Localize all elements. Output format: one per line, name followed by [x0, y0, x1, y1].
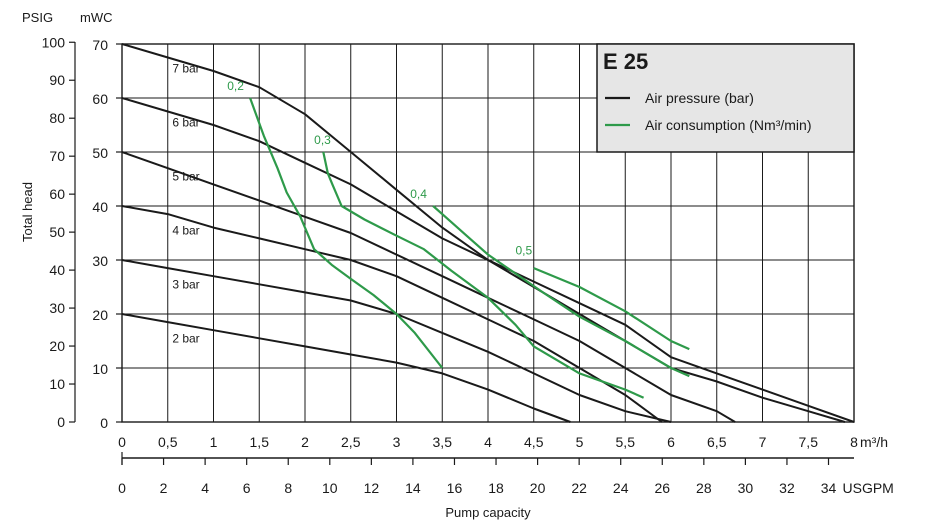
usgpm-tick-label: 30: [738, 480, 754, 496]
x-axis-title: Pump capacity: [445, 505, 531, 520]
x-tick-label: 7: [759, 434, 767, 450]
usgpm-tick-label: 6: [243, 480, 251, 496]
consumption-curve: [249, 97, 444, 369]
mwc-tick-label: 30: [92, 253, 108, 269]
usgpm-tick-label: 26: [654, 480, 670, 496]
x-tick-label: 6: [667, 434, 675, 450]
consumption-curve: [432, 205, 690, 378]
x-tick-label: 7,5: [799, 434, 819, 450]
x-tick-label: 1,5: [250, 434, 270, 450]
x2-unit-label: USGPM: [843, 480, 894, 496]
pressure-curve-label: 6 bar: [172, 115, 199, 129]
legend-label-consumption: Air consumption (Nm³/min): [645, 117, 811, 133]
legend-box: [596, 43, 855, 153]
x-tick-label: 1: [210, 434, 218, 450]
mwc-tick-label: 0: [100, 415, 108, 431]
psig-tick-label: 40: [49, 262, 65, 278]
mwc-tick-label: 60: [92, 91, 108, 107]
legend: E 25 Air pressure (bar) Air consumption …: [596, 43, 855, 153]
psig-tick-label: 10: [49, 376, 65, 392]
consumption-curve-label: 0,4: [410, 187, 427, 201]
pressure-curve-label: 2 bar: [172, 331, 199, 345]
psig-axis-label: PSIG: [22, 10, 53, 25]
x-tick-label: 3,5: [433, 434, 453, 450]
x-tick-label: 3: [393, 434, 401, 450]
mwc-tick-label: 50: [92, 145, 108, 161]
mwc-axis-label: mWC: [80, 10, 113, 25]
x-tick-label: 0,5: [158, 434, 178, 450]
consumption-curve: [533, 267, 690, 351]
usgpm-tick-label: 12: [364, 480, 380, 496]
usgpm-tick-label: 34: [821, 480, 837, 496]
usgpm-tick-label: 8: [284, 480, 292, 496]
pressure-curve-label: 3 bar: [172, 277, 199, 291]
psig-tick-label: 100: [42, 34, 66, 50]
pressure-curve: [121, 97, 846, 423]
chart-curves: 7 bar 6 bar 5 bar 4 bar 3 bar 2 bar 0,2 0,3 0,4 0…: [121, 43, 855, 423]
y-axis-title: Total head: [20, 182, 35, 242]
psig-tick-label: 50: [49, 224, 65, 240]
usgpm-tick-label: 10: [322, 480, 338, 496]
psig-tick-label: 0: [57, 414, 65, 430]
x-unit-label: m³/h: [860, 434, 888, 450]
legend-label-pressure: Air pressure (bar): [645, 90, 754, 106]
x-tick-label: 0: [118, 434, 126, 450]
psig-tick-label: 20: [49, 338, 65, 354]
pressure-curve-label: 4 bar: [172, 223, 199, 237]
consumption-curve-label: 0,3: [314, 133, 331, 147]
consumption-curve-label: 0,2: [227, 79, 244, 93]
x-tick-label: 2: [301, 434, 309, 450]
consumption-curve-label: 0,5: [515, 244, 532, 258]
usgpm-tick-label: 18: [488, 480, 504, 496]
psig-tick-label: 90: [49, 72, 65, 88]
psig-tick-label: 80: [49, 110, 65, 126]
plot-frame: [121, 43, 855, 423]
mwc-tick-label: 70: [92, 37, 108, 53]
usgpm-tick-label: 20: [530, 480, 546, 496]
usgpm-tick-label: 4: [201, 480, 209, 496]
psig-tick-label: 60: [49, 186, 65, 202]
chart-title: E 25: [603, 49, 648, 74]
pressure-curve: [121, 313, 571, 423]
usgpm-tick-label: 22: [571, 480, 587, 496]
pressure-curve-label: 7 bar: [172, 61, 199, 75]
mwc-tick-label: 20: [92, 307, 108, 323]
pressure-curve: [121, 151, 736, 423]
x-tick-label: 5,5: [616, 434, 636, 450]
pressure-curve-label: 5 bar: [172, 169, 199, 183]
mwc-tick-label: 10: [92, 361, 108, 377]
x-tick-label: 6,5: [707, 434, 727, 450]
psig-tick-label: 30: [49, 300, 65, 316]
usgpm-tick-label: 2: [160, 480, 168, 496]
x-tick-label: 4: [484, 434, 492, 450]
consumption-curve: [322, 151, 645, 399]
x-tick-label: 8: [850, 434, 858, 450]
x-tick-label: 2,5: [341, 434, 361, 450]
x-tick-label: 5: [576, 434, 584, 450]
usgpm-tick-label: 32: [779, 480, 795, 496]
psig-tick-label: 70: [49, 148, 65, 164]
usgpm-tick-label: 0: [118, 480, 126, 496]
mwc-tick-label: 40: [92, 199, 108, 215]
usgpm-tick-label: 24: [613, 480, 629, 496]
usgpm-tick-label: 16: [447, 480, 463, 496]
pressure-curve: [121, 205, 663, 423]
usgpm-tick-label: 14: [405, 480, 421, 496]
usgpm-tick-label: 28: [696, 480, 712, 496]
x-tick-label: 4,5: [524, 434, 544, 450]
